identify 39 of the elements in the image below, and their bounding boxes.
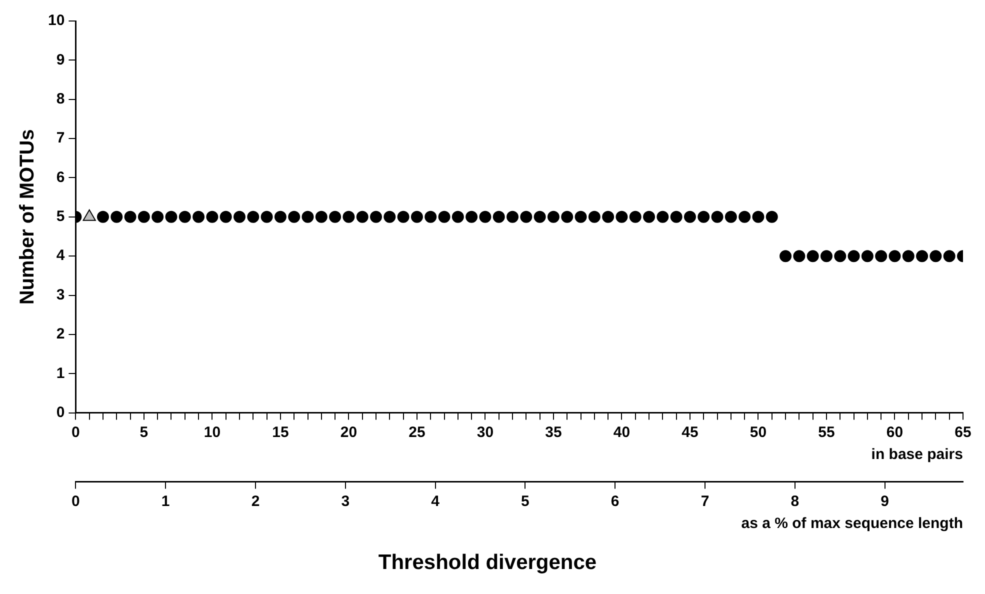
y-tick-label: 4 (56, 247, 66, 264)
y-tick-label: 6 (56, 168, 65, 186)
y-tick-label: 2 (56, 326, 65, 343)
x2-tick-label: 7 (700, 492, 710, 510)
x2-tick-label: 4 (431, 492, 440, 510)
y-tick-label: 10 (48, 12, 65, 30)
x2-tick-label: 5 (521, 492, 530, 510)
x-tick-label: 50 (750, 424, 767, 441)
x2-tick-label: 1 (161, 492, 170, 510)
y-tick-label: 5 (56, 208, 65, 226)
x-tick-label: 20 (340, 424, 358, 441)
x2-tick-label: 3 (341, 492, 350, 510)
x-tick-label: 25 (408, 424, 426, 441)
y-tick-label: 9 (56, 51, 65, 68)
y-axis-title: Number of MOTUs (16, 129, 39, 305)
x-tick-label: 0 (72, 424, 80, 441)
text: in base pairs (871, 446, 963, 463)
x2-tick-label: 8 (790, 492, 800, 510)
x-tick-label: 45 (682, 424, 698, 441)
x-tick-label: 10 (204, 424, 221, 441)
x-tick-label: 55 (818, 424, 835, 441)
x-axis-title: Threshold divergence (378, 551, 597, 574)
x-tick-label: 15 (272, 424, 289, 441)
x-tick-label: 30 (476, 424, 494, 441)
x-tick-label: 60 (886, 424, 904, 441)
x-tick-label: 35 (545, 424, 562, 441)
y-tick-label: 8 (56, 90, 65, 108)
y-tick-label: 3 (56, 286, 65, 304)
x-tick-label: 5 (140, 424, 148, 441)
x2-tick-label: 6 (610, 492, 620, 510)
y-tick-label: 7 (56, 130, 65, 147)
x2-axis-title: as a % of max sequence length (741, 514, 963, 532)
x-tick-label: 40 (613, 424, 630, 441)
x2-tick-label: 0 (72, 492, 80, 510)
y-tick-label: 0 (56, 404, 65, 421)
x-tick-label: 65 (954, 424, 972, 441)
y-tick-label: 1 (56, 364, 65, 382)
x2-tick-label: 9 (880, 492, 889, 510)
x2-tick-label: 2 (251, 492, 260, 510)
